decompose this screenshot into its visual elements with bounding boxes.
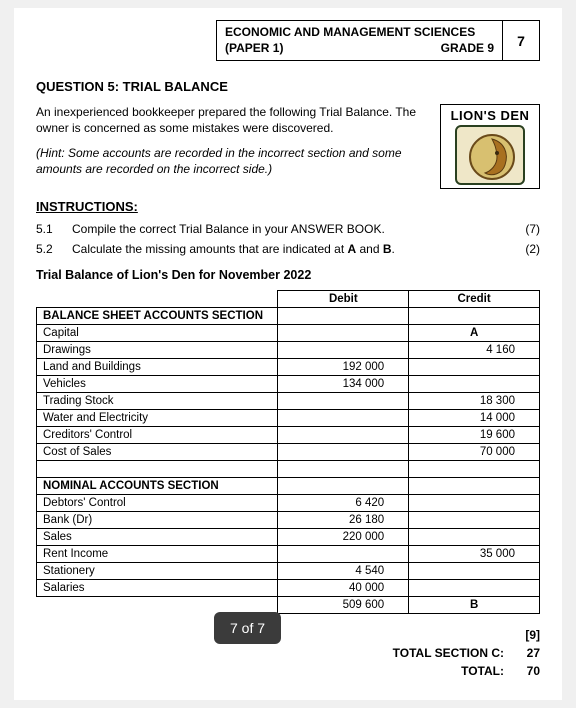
- table-row: Bank (Dr)26 180: [37, 512, 540, 529]
- table-row: Creditors' Control19 600: [37, 427, 540, 444]
- table-row: Trading Stock18 300: [37, 393, 540, 410]
- total-debit: 509 600: [278, 597, 409, 614]
- section-header: NOMINAL ACCOUNTS SECTION: [37, 478, 278, 495]
- intro-text: An inexperienced bookkeeper prepared the…: [36, 104, 430, 189]
- table-row: Salaries40 000: [37, 580, 540, 597]
- instruction-row: 5.2 Calculate the missing amounts that a…: [36, 242, 540, 256]
- header-title: ECONOMIC AND MANAGEMENT SCIENCES (PAPER …: [217, 21, 503, 60]
- table-row: Stationery4 540: [37, 563, 540, 580]
- intro-wrap: An inexperienced bookkeeper prepared the…: [36, 104, 540, 189]
- table-row: Water and Electricity14 000: [37, 410, 540, 427]
- instructions-heading: INSTRUCTIONS:: [36, 199, 540, 214]
- instruction-row: 5.1 Compile the correct Trial Balance in…: [36, 222, 540, 236]
- table-row: Drawings4 160: [37, 342, 540, 359]
- question-title: QUESTION 5: TRIAL BALANCE: [36, 79, 540, 94]
- logo-title: LION'S DEN: [447, 108, 533, 123]
- instruction-num: 5.1: [36, 222, 60, 236]
- instruction-marks: (2): [516, 242, 540, 256]
- section-header: BALANCE SHEET ACCOUNTS SECTION: [37, 308, 278, 325]
- subject-title: ECONOMIC AND MANAGEMENT SCIENCES: [225, 25, 494, 41]
- page-indicator-pill: 7 of 7: [214, 612, 281, 644]
- hint-text: (Hint: Some accounts are recorded in the…: [36, 145, 430, 177]
- table-row: Debtors' Control6 420: [37, 495, 540, 512]
- debit-header: Debit: [278, 291, 409, 308]
- totals-row: 509 600B: [37, 597, 540, 614]
- total-value: 70: [512, 664, 540, 678]
- total-credit: B: [409, 597, 540, 614]
- lion-logo-icon: [455, 125, 525, 185]
- table-row: Vehicles134 000: [37, 376, 540, 393]
- grade-label: GRADE 9: [441, 41, 494, 57]
- logo-box: LION'S DEN: [440, 104, 540, 189]
- table-row: Sales220 000: [37, 529, 540, 546]
- question-marks: [9]: [525, 628, 540, 642]
- trial-balance-title: Trial Balance of Lion's Den for November…: [36, 268, 540, 282]
- instruction-num: 5.2: [36, 242, 60, 256]
- trial-balance-table: Debit Credit BALANCE SHEET ACCOUNTS SECT…: [36, 290, 540, 614]
- table-header-row: Debit Credit: [37, 291, 540, 308]
- page-number-box: 7: [503, 21, 539, 60]
- instruction-marks: (7): [516, 222, 540, 236]
- paper-label: (PAPER 1): [225, 41, 283, 57]
- table-row: Cost of Sales70 000: [37, 444, 540, 461]
- table-row: Rent Income35 000: [37, 546, 540, 563]
- page: ECONOMIC AND MANAGEMENT SCIENCES (PAPER …: [14, 8, 562, 700]
- total-label: TOTAL:: [461, 664, 504, 678]
- instruction-text: Calculate the missing amounts that are i…: [72, 242, 504, 256]
- section-c-label: TOTAL SECTION C:: [393, 646, 504, 660]
- table-row: CapitalA: [37, 325, 540, 342]
- instruction-text: Compile the correct Trial Balance in you…: [72, 222, 504, 236]
- footer: [9] TOTAL SECTION C: 27 TOTAL: 70: [36, 628, 540, 678]
- spacer-row: [37, 461, 540, 478]
- credit-header: Credit: [409, 291, 540, 308]
- table-row: Land and Buildings192 000: [37, 359, 540, 376]
- header-box: ECONOMIC AND MANAGEMENT SCIENCES (PAPER …: [216, 20, 540, 61]
- intro-line: An inexperienced bookkeeper prepared the…: [36, 104, 430, 136]
- section-c-value: 27: [512, 646, 540, 660]
